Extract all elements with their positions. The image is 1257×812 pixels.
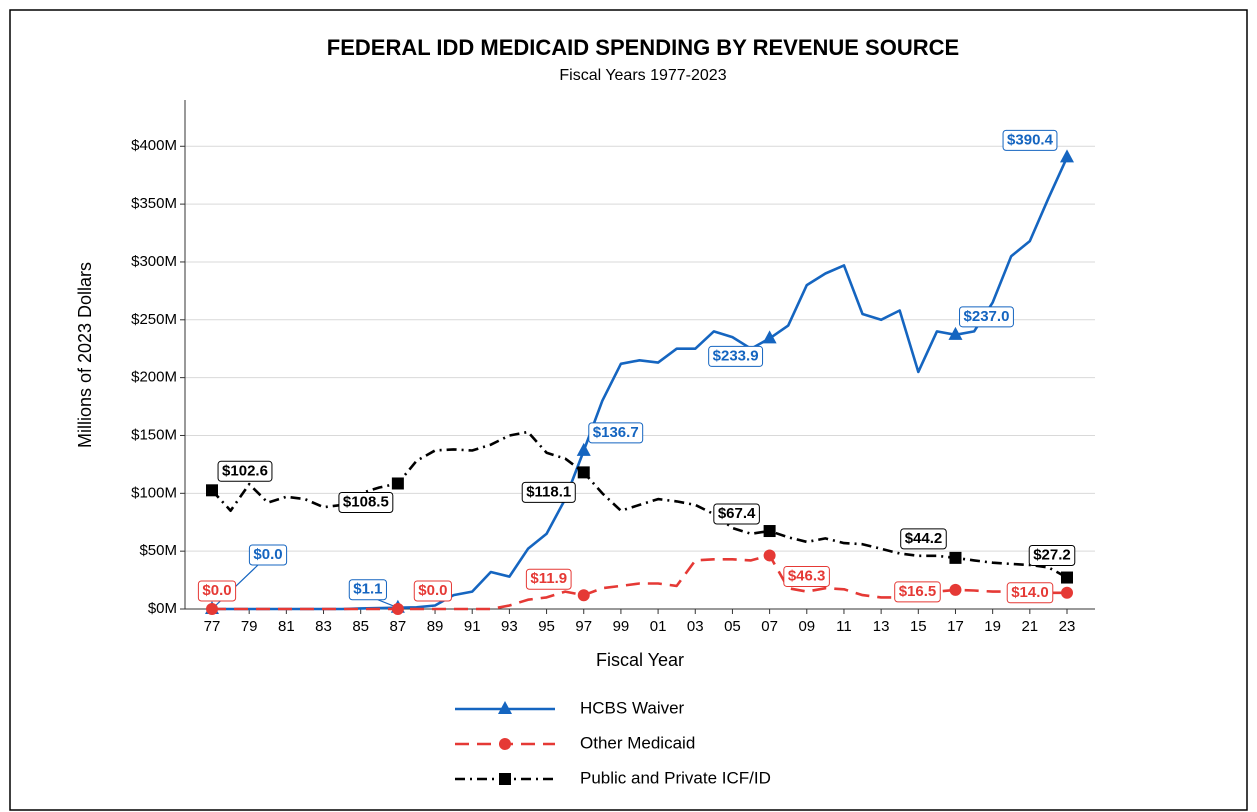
point-marker	[948, 326, 963, 340]
data-label: $390.4	[1007, 131, 1054, 148]
legend-marker	[499, 773, 511, 785]
data-label-box	[1028, 545, 1076, 567]
point-marker	[763, 549, 776, 562]
data-label: $102.6	[222, 462, 268, 479]
data-label-box	[900, 528, 947, 550]
data-label: $233.9	[713, 347, 759, 364]
x-tick-label: 15	[910, 618, 927, 635]
y-tick-label: $150M	[131, 426, 177, 443]
chart-subtitle: Fiscal Years 1977-2023	[559, 67, 726, 84]
y-axis-label: Millions of 2023 Dollars	[75, 262, 95, 448]
y-tick-label: $300M	[131, 253, 177, 270]
x-tick-label: 23	[1059, 618, 1076, 635]
point-marker	[1061, 571, 1073, 584]
data-label: $0.0	[202, 582, 231, 599]
point-marker	[1060, 149, 1074, 163]
x-tick-label: 01	[650, 618, 667, 635]
y-tick-label: $250M	[131, 311, 177, 328]
data-label-box	[1002, 129, 1058, 151]
data-label-box	[197, 580, 237, 602]
point-marker	[206, 603, 218, 615]
x-axis-label: Fiscal Year	[596, 650, 684, 670]
point-marker	[391, 477, 404, 490]
point-marker	[762, 330, 777, 344]
data-label-box	[348, 579, 387, 601]
data-label: $27.2	[1033, 547, 1071, 564]
y-tick-label: $350M	[131, 195, 177, 212]
y-tick-label: $100M	[131, 484, 177, 501]
data-label: $14.0	[1011, 584, 1049, 601]
data-label: $136.7	[593, 424, 639, 441]
data-label-box	[521, 481, 576, 503]
x-tick-label: 77	[204, 618, 221, 635]
data-label-box	[708, 345, 764, 367]
point-marker	[391, 603, 404, 615]
x-tick-label: 85	[352, 618, 369, 635]
y-tick-label: $400M	[131, 137, 177, 154]
x-tick-label: 17	[947, 618, 964, 635]
data-label: $67.4	[718, 505, 756, 522]
x-tick-label: 99	[613, 618, 630, 635]
data-label: $11.9	[530, 570, 567, 587]
x-tick-label: 95	[538, 618, 555, 635]
legend-marker	[499, 738, 511, 750]
point-marker	[949, 583, 962, 596]
point-marker	[577, 466, 590, 479]
data-label-box	[338, 491, 394, 513]
x-tick-label: 11	[836, 618, 852, 635]
point-marker	[206, 484, 218, 497]
legend-label: Public and Private ICF/ID	[580, 768, 771, 787]
data-label-box	[1006, 582, 1054, 604]
point-marker	[949, 551, 962, 564]
x-tick-label: 79	[241, 618, 258, 635]
point-marker	[577, 589, 590, 602]
data-label: $16.5	[899, 583, 937, 600]
x-tick-label: 81	[278, 618, 295, 635]
y-tick-label: $200M	[131, 369, 177, 386]
data-label: $44.2	[905, 530, 943, 547]
data-label-box	[217, 460, 273, 482]
data-label-box	[959, 306, 1014, 328]
x-tick-label: 87	[390, 618, 407, 635]
frame	[9, 9, 1248, 811]
y-tick-label: $50M	[139, 542, 177, 559]
data-label: $0.0	[253, 546, 282, 563]
legend-label: Other Medicaid	[580, 733, 695, 752]
x-tick-label: 83	[315, 618, 332, 635]
data-label-box	[783, 565, 830, 587]
data-label-box	[413, 580, 452, 602]
data-label-box	[713, 503, 760, 525]
x-tick-label: 07	[761, 618, 778, 635]
data-label: $237.0	[964, 308, 1010, 325]
y-tick-label: $0M	[148, 600, 177, 617]
x-tick-label: 97	[575, 618, 592, 635]
point-marker	[1061, 586, 1073, 599]
data-label-box	[588, 422, 644, 444]
x-tick-label: 93	[501, 618, 518, 635]
x-tick-label: 89	[427, 618, 444, 635]
data-label-box	[525, 568, 572, 590]
data-label: $46.3	[788, 567, 826, 584]
x-tick-label: 21	[1021, 618, 1038, 635]
data-label-box	[894, 581, 941, 603]
legend-label: HCBS Waiver	[580, 698, 685, 717]
x-tick-label: 19	[984, 618, 1001, 635]
legend-marker	[498, 701, 512, 714]
x-tick-label: 09	[798, 618, 815, 635]
data-label: $0.0	[418, 582, 447, 599]
point-marker	[576, 442, 591, 456]
data-label: $108.5	[343, 493, 389, 510]
x-tick-label: 91	[464, 618, 481, 635]
x-tick-label: 05	[724, 618, 741, 635]
chart-title: FEDERAL IDD MEDICAID SPENDING BY REVENUE…	[327, 35, 959, 60]
data-label-box	[248, 544, 288, 566]
x-tick-label: 13	[873, 618, 890, 635]
data-label: $118.1	[526, 483, 571, 500]
point-marker	[763, 525, 776, 538]
x-tick-label: 03	[687, 618, 704, 635]
data-label: $1.1	[353, 581, 382, 598]
